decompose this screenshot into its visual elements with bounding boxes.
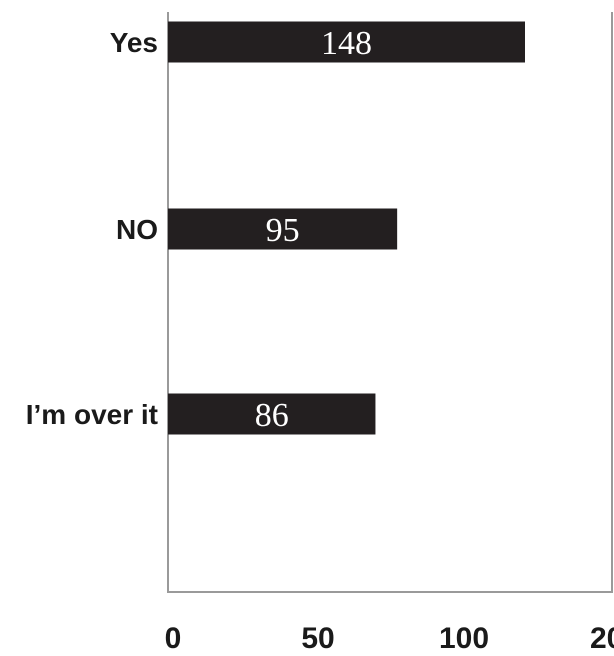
bar-1 <box>168 208 398 250</box>
category-label-2: I’m over it <box>26 399 158 430</box>
x-tick-label-2: 100 <box>439 622 489 655</box>
bar-2 <box>168 393 376 435</box>
x-tick-label-0: 0 <box>165 622 182 655</box>
category-label-0: Yes <box>110 27 158 58</box>
x-tick-label-3: 200 <box>590 622 614 655</box>
data-label-0: 148 <box>321 25 372 62</box>
data-label-1: 95 <box>266 212 300 249</box>
plot-frame <box>167 12 613 593</box>
data-label-2: 86 <box>255 397 289 434</box>
x-tick-label-1: 50 <box>301 622 334 655</box>
category-label-1: NO <box>116 214 158 245</box>
bar-0 <box>168 21 525 63</box>
